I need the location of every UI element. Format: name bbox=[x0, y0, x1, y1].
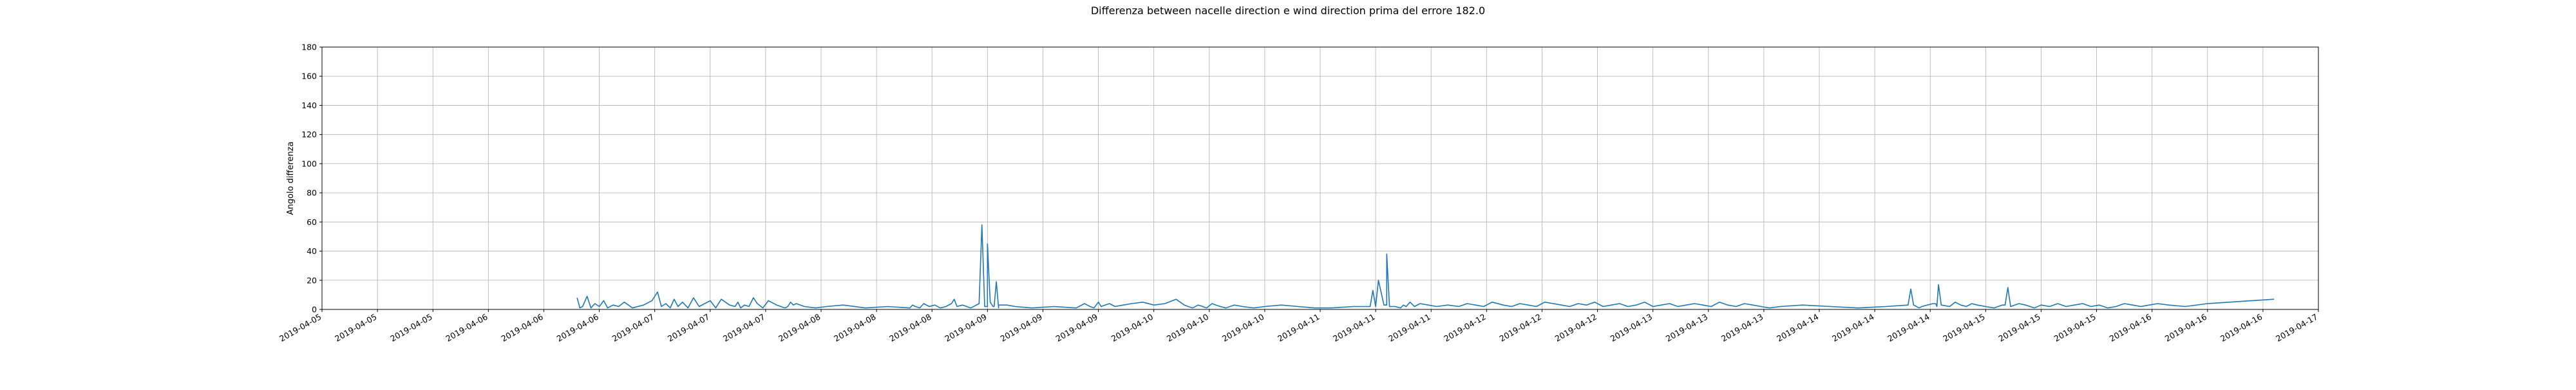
y-tick-label: 80 bbox=[307, 188, 317, 198]
x-tick-label: 2019-04-16 bbox=[2219, 312, 2264, 344]
x-tick-label: 2019-04-10 bbox=[1110, 312, 1155, 344]
x-tick-label: 2019-04-12 bbox=[1553, 312, 1598, 344]
x-tick-label: 2019-04-08 bbox=[887, 312, 933, 344]
y-axis: 0 20 40 60 80 100 120 140 160 180 bbox=[301, 43, 322, 315]
y-tick-label: 100 bbox=[301, 159, 317, 168]
x-tick-label: 2019-04-06 bbox=[555, 312, 600, 344]
x-tick-label: 2019-04-07 bbox=[666, 312, 711, 344]
x-tick-label: 2019-04-11 bbox=[1387, 312, 1432, 344]
y-tick-label: 140 bbox=[301, 101, 317, 110]
x-tick-label: 2019-04-11 bbox=[1331, 312, 1376, 344]
x-tick-label: 2019-04-12 bbox=[1498, 312, 1543, 344]
x-tick-label: 2019-04-07 bbox=[721, 312, 766, 344]
x-tick-label: 2019-04-13 bbox=[1719, 312, 1765, 344]
x-tick-label: 2019-04-08 bbox=[832, 312, 877, 344]
x-tick-label: 2019-04-16 bbox=[2108, 312, 2153, 344]
x-tick-label: 2019-04-14 bbox=[1775, 312, 1820, 344]
x-tick-label: 2019-04-09 bbox=[943, 312, 988, 344]
x-tick-label: 2019-04-13 bbox=[1609, 312, 1654, 344]
x-tick-label: 2019-04-07 bbox=[611, 312, 656, 344]
chart-title: Differenza between nacelle direction e w… bbox=[1091, 5, 1485, 17]
y-tick-label: 20 bbox=[307, 275, 317, 285]
x-tick-label: 2019-04-06 bbox=[500, 312, 545, 344]
series-line bbox=[576, 224, 2275, 309]
x-tick-label: 2019-04-17 bbox=[2274, 312, 2319, 344]
x-tick-label: 2019-04-11 bbox=[1276, 312, 1321, 344]
y-tick-label: 0 bbox=[312, 305, 317, 315]
x-tick-label: 2019-04-14 bbox=[1830, 312, 1875, 344]
y-tick-label: 40 bbox=[307, 246, 317, 256]
y-tick-label: 120 bbox=[301, 130, 317, 139]
x-tick-label: 2019-04-15 bbox=[1997, 312, 2042, 344]
x-tick-label: 2019-04-14 bbox=[1886, 312, 1931, 344]
x-axis: 2019-04-05 2019-04-05 2019-04-05 2019-04-06… bbox=[278, 309, 2320, 344]
y-tick-label: 160 bbox=[301, 72, 317, 81]
x-tick-label: 2019-04-06 bbox=[444, 312, 489, 344]
y-tick-label: 60 bbox=[307, 217, 317, 227]
series-layer bbox=[576, 224, 2275, 309]
x-tick-label: 2019-04-08 bbox=[777, 312, 822, 344]
y-axis-label: Angolo differenza bbox=[286, 142, 296, 215]
x-tick-label: 2019-04-05 bbox=[333, 312, 378, 344]
x-tick-label: 2019-04-15 bbox=[1941, 312, 1986, 344]
x-tick-label: 2019-04-09 bbox=[1054, 312, 1099, 344]
x-tick-label: 2019-04-05 bbox=[278, 312, 323, 344]
x-tick-label: 2019-04-10 bbox=[1165, 312, 1210, 344]
x-tick-label: 2019-04-10 bbox=[1220, 312, 1265, 344]
grid-lines bbox=[321, 46, 2319, 310]
x-tick-label: 2019-04-12 bbox=[1442, 312, 1487, 344]
x-tick-label: 2019-04-15 bbox=[2052, 312, 2098, 344]
x-tick-label: 2019-04-05 bbox=[388, 312, 433, 344]
x-tick-label: 2019-04-13 bbox=[1664, 312, 1709, 344]
x-tick-label: 2019-04-09 bbox=[999, 312, 1044, 344]
y-tick-label: 180 bbox=[301, 43, 317, 52]
x-tick-label: 2019-04-16 bbox=[2163, 312, 2208, 344]
